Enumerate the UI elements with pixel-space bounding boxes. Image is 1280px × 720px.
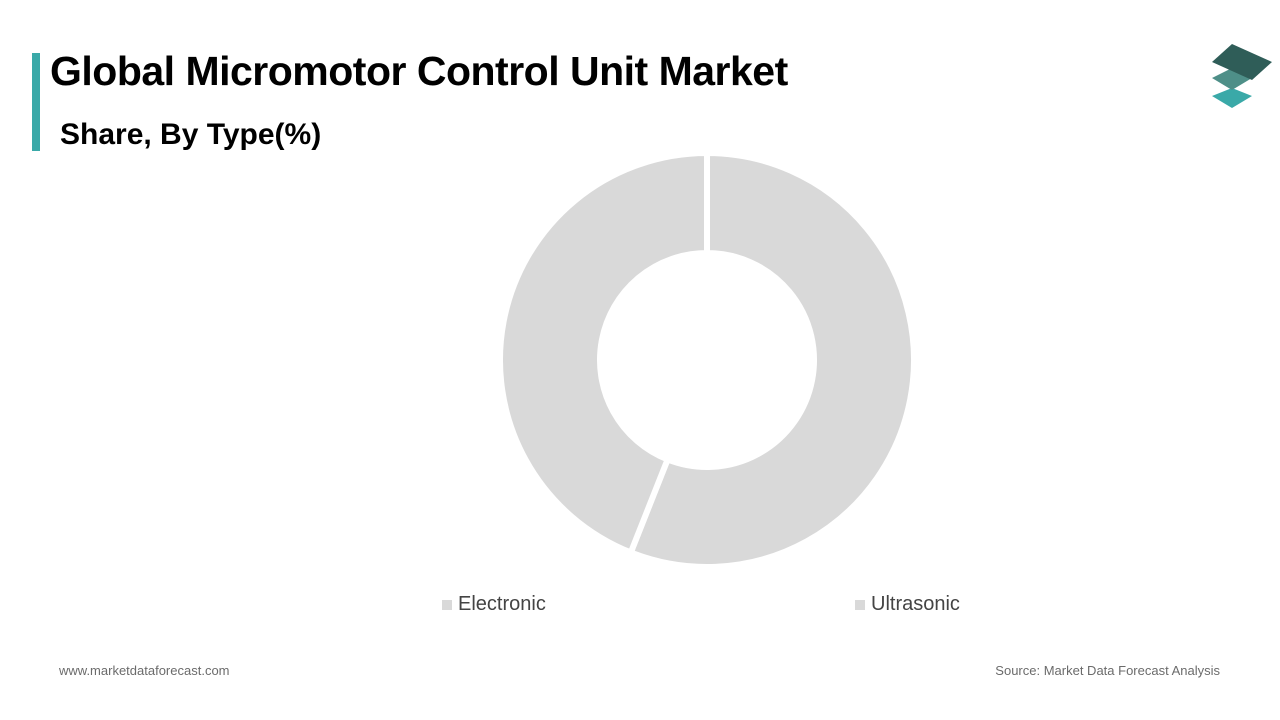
- legend-swatch-electronic: [442, 599, 452, 610]
- page-title: Global Micromotor Control Unit Market: [50, 48, 788, 94]
- donut-slices: [497, 149, 917, 570]
- legend-label-electronic: Electronic: [458, 593, 546, 615]
- legend-label-ultrasonic: Ultrasonic: [871, 593, 960, 615]
- legend-item-ultrasonic: Ultrasonic: [855, 593, 960, 616]
- donut-slice-electronic: [626, 149, 917, 570]
- footer-website: www.marketdataforecast.com: [59, 663, 230, 678]
- logo-layer-top: [1212, 44, 1272, 80]
- footer-source: Source: Market Data Forecast Analysis: [995, 663, 1220, 678]
- donut-slice-ultrasonic: [497, 149, 710, 557]
- logo-layer-bottom: [1212, 88, 1252, 108]
- chart-subtitle: Share, By Type(%): [60, 118, 322, 151]
- legend-swatch-ultrasonic: [855, 599, 865, 610]
- layered-stack-logo-icon: [1212, 44, 1272, 108]
- title-accent-bar: [32, 53, 40, 151]
- legend-item-electronic: Electronic: [442, 593, 546, 616]
